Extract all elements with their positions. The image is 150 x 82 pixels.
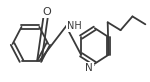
- Text: O: O: [42, 7, 51, 17]
- Text: N: N: [85, 63, 93, 73]
- Text: NH: NH: [67, 21, 82, 31]
